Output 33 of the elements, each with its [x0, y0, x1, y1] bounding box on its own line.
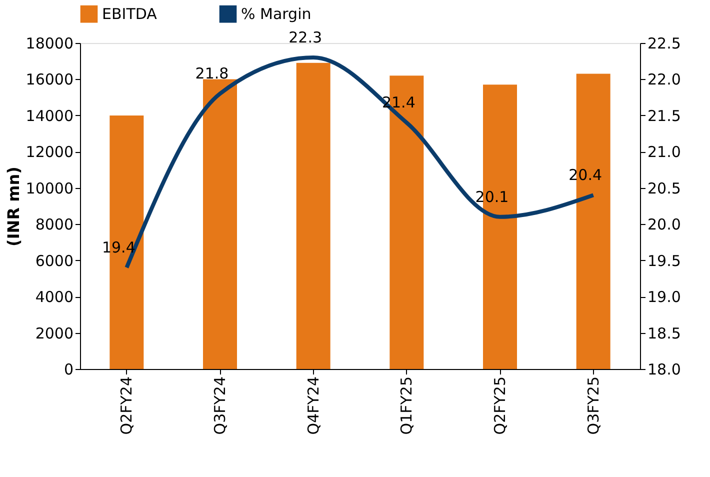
bar — [203, 79, 237, 369]
x-tick-label: Q2FY24 — [118, 376, 136, 435]
y-axis-title: (INR mn) — [4, 166, 23, 246]
bar — [296, 62, 330, 369]
y-tick-label: 2000 — [35, 324, 74, 342]
y-tick-label: 12000 — [26, 143, 74, 162]
y2-tick-label: 21.5 — [648, 106, 681, 125]
y-tick-label: 10000 — [26, 179, 74, 198]
x-tick-label: Q3FY24 — [211, 376, 229, 435]
data-label: 21.8 — [195, 64, 229, 83]
y2-tick-label: 19.5 — [648, 252, 681, 270]
y2-tick-label: 22.5 — [648, 34, 681, 52]
legend-label: % Margin — [241, 5, 312, 24]
y-tick-label: 18000 — [26, 34, 74, 52]
data-label: 22.3 — [288, 28, 322, 46]
y-tick-label: 8000 — [35, 216, 74, 234]
y-tick-label: 14000 — [26, 106, 74, 125]
legend-label: EBITDA — [102, 5, 158, 24]
x-tick-label: Q2FY25 — [491, 376, 509, 435]
y2-tick-label: 20.5 — [648, 179, 681, 198]
x-tick-label: Q3FY25 — [584, 376, 602, 435]
y2-tick-label: 18.0 — [648, 360, 681, 378]
x-tick-label: Q4FY24 — [304, 376, 322, 435]
y-tick-label: 0 — [64, 360, 74, 378]
y-tick-label: 4000 — [35, 288, 74, 306]
x-tick-label: Q1FY25 — [398, 376, 416, 435]
y2-tick-label: 19.0 — [648, 288, 681, 306]
y2-tick-label: 18.5 — [648, 324, 681, 342]
y2-tick-label: 22.0 — [648, 70, 681, 89]
y2-tick-label: 21.0 — [648, 143, 681, 162]
y2-tick-label: 20.0 — [648, 216, 681, 234]
y-tick-label: 16000 — [26, 70, 74, 89]
y-tick-label: 6000 — [35, 252, 74, 270]
